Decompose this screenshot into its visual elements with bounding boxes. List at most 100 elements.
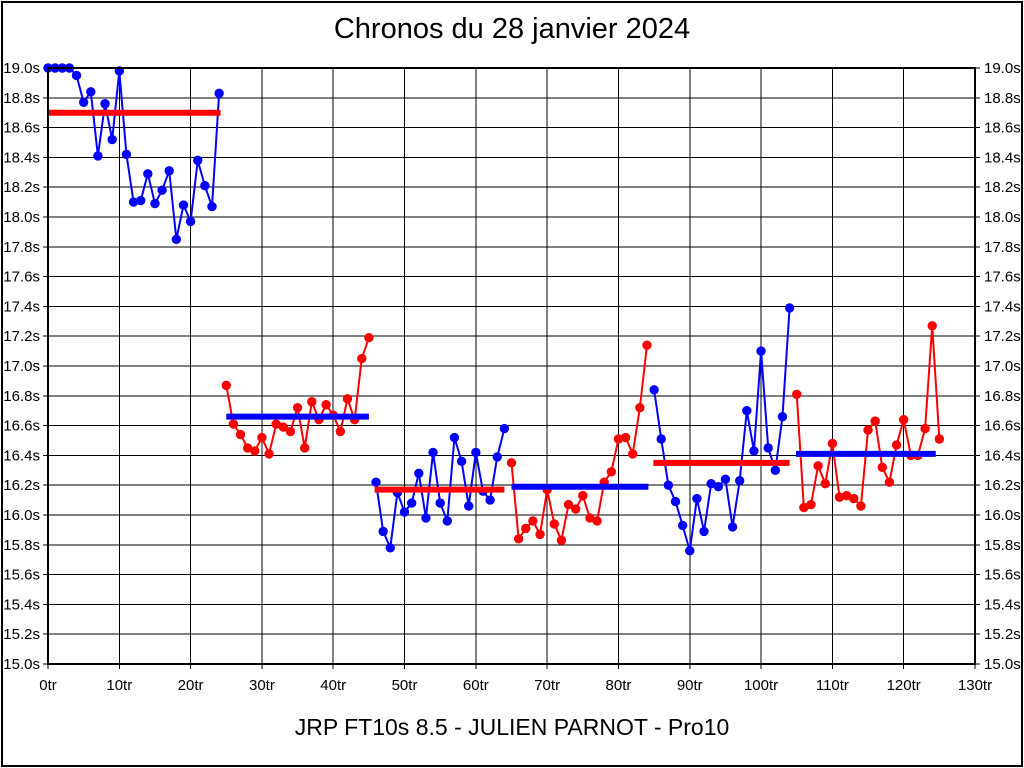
stint-4-lap-point — [635, 403, 645, 413]
stint-4-lap-point — [563, 499, 574, 510]
stint-3-lap-point — [471, 447, 481, 458]
stint-4-lap-point — [556, 535, 567, 546]
stint-6-lap-point — [884, 477, 895, 487]
stint-1-lap-point — [100, 99, 110, 109]
stint-1-lap-point — [185, 216, 196, 227]
stint-5-lap-point — [720, 474, 731, 484]
stint-2-lap-point — [342, 394, 353, 404]
stint-3-lap-point — [499, 423, 510, 434]
stint-4-lap-point — [506, 458, 517, 468]
stint-2-lap-point — [278, 422, 289, 432]
y-axis-tick-label-right: 16.0s — [984, 507, 1021, 524]
stint-4-lap-point — [585, 513, 595, 523]
stint-5-lap-point — [742, 406, 752, 416]
y-axis-tick-label-left: 15.2s — [3, 626, 40, 643]
x-axis-tick-label: 80tr — [606, 677, 632, 694]
stint-4-lap-point — [521, 523, 531, 534]
stint-6-lap-point — [820, 479, 830, 489]
stint-2-lap-point — [335, 426, 346, 437]
stint-5-line — [653, 307, 791, 552]
stint-3-lap-point — [442, 516, 453, 526]
stint-1-lap-point — [93, 151, 103, 161]
stint-5-lap-point — [727, 522, 738, 532]
y-axis-tick-label-left: 15.6s — [3, 567, 40, 584]
stint-6-lap-point — [834, 492, 845, 502]
stint-5-lap-point — [663, 480, 674, 490]
stint-5-lap-point — [777, 411, 788, 422]
y-axis-tick-label-right: 17.6s — [984, 269, 1021, 286]
stint-6-lap-point — [934, 434, 945, 444]
stint-4-lap-point — [570, 504, 581, 514]
stint-6-lap-point — [920, 423, 930, 434]
y-axis-tick-label-left: 17.0s — [3, 358, 40, 375]
stint-1-lap-point — [150, 198, 160, 209]
x-axis-tick-label: 70tr — [534, 677, 560, 694]
x-axis-tick-label: 60tr — [463, 677, 489, 694]
stint-5-lap-point — [784, 303, 795, 313]
stint-6-lap-point — [799, 502, 809, 513]
y-axis-tick-label-left: 17.6s — [3, 269, 40, 286]
stint-6-lap-point — [856, 501, 866, 511]
y-axis-tick-label-left: 17.4s — [3, 298, 40, 315]
chart-caption: JRP FT10s 8.5 - JULIEN PARNOT - Pro10 — [294, 714, 730, 740]
stint-5-lap-point — [734, 476, 745, 486]
stint-2-lap-point — [357, 353, 367, 364]
y-axis-tick-label-left: 16.6s — [3, 418, 40, 435]
stint-5-lap-point — [699, 526, 709, 537]
x-axis-tick-label: 40tr — [320, 677, 346, 694]
y-axis-tick-label-left: 18.6s — [3, 120, 40, 137]
stint-3-lap-point — [464, 501, 474, 511]
y-axis-tick-label-left: 18.0s — [3, 209, 40, 226]
stint-4-lap-point — [606, 467, 617, 477]
stint-3-lap-point — [421, 513, 431, 523]
stint-2-lap-point — [264, 449, 274, 459]
stint-3-lap-point — [492, 452, 502, 462]
stint-3-lap-point — [378, 526, 388, 537]
y-axis-tick-label-left: 15.8s — [3, 537, 40, 554]
stint-6-line — [795, 325, 941, 510]
y-axis-tick-label-left: 18.2s — [3, 179, 40, 196]
stint-6-lap-point — [927, 321, 937, 331]
stint-1-lap-point — [136, 195, 146, 206]
stint-1-line — [48, 67, 221, 240]
y-axis-tick-label-right: 15.4s — [984, 596, 1021, 613]
y-axis-tick-label-left: 15.0s — [3, 656, 40, 673]
stint-4-lap-point — [620, 432, 631, 443]
stint-6-lap-point — [792, 389, 802, 400]
stint-1-lap-point — [107, 134, 117, 145]
y-axis-tick-label-right: 16.4s — [984, 447, 1021, 464]
stint-2-lap-point — [257, 432, 267, 443]
plot-border — [47, 67, 976, 665]
stint-3-lap-point — [449, 432, 460, 443]
stint-5-lap-point — [749, 446, 759, 456]
stint-3-lap-point — [406, 498, 417, 508]
y-axis-tick-label-left: 18.8s — [3, 90, 40, 107]
x-axis-tick-label: 110tr — [816, 677, 849, 694]
y-axis-tick-label-right: 15.8s — [984, 537, 1021, 554]
stint-2-lap-point — [364, 332, 374, 343]
y-axis-tick-label-left: 16.0s — [3, 507, 40, 524]
stint-6-lap-point — [813, 461, 823, 471]
stint-4-lap-point — [549, 519, 559, 529]
x-axis-tick-label: 0tr — [39, 677, 57, 694]
stint-2-lap-point — [242, 443, 253, 453]
stint-3-lap-point — [485, 495, 495, 505]
y-axis-tick-label-right: 15.0s — [984, 656, 1021, 673]
stint-1-lap-point — [157, 185, 167, 195]
stint-1-lap-point — [128, 197, 139, 207]
y-axis-tick-label-right: 17.2s — [984, 328, 1021, 345]
y-axis-tick-label-right: 18.8s — [984, 90, 1021, 107]
stint-5-lap-point — [656, 434, 666, 444]
stint-6-lap-point — [827, 438, 838, 449]
y-axis-tick-label-right: 18.6s — [984, 120, 1021, 137]
y-axis-tick-label-right: 18.2s — [984, 179, 1021, 196]
y-axis-tick-label-right: 17.8s — [984, 239, 1021, 256]
y-axis-tick-label-right: 16.8s — [984, 388, 1021, 405]
stint-5-lap-point — [670, 496, 681, 507]
stint-4-lap-point — [528, 516, 538, 526]
y-axis-tick-label-right: 15.2s — [984, 626, 1021, 643]
y-axis-tick-label-left: 19.0s — [3, 60, 40, 77]
stint-5-lap-point — [756, 346, 766, 356]
stint-1-lap-point — [78, 97, 89, 107]
stint-2-lap-point — [250, 446, 260, 456]
